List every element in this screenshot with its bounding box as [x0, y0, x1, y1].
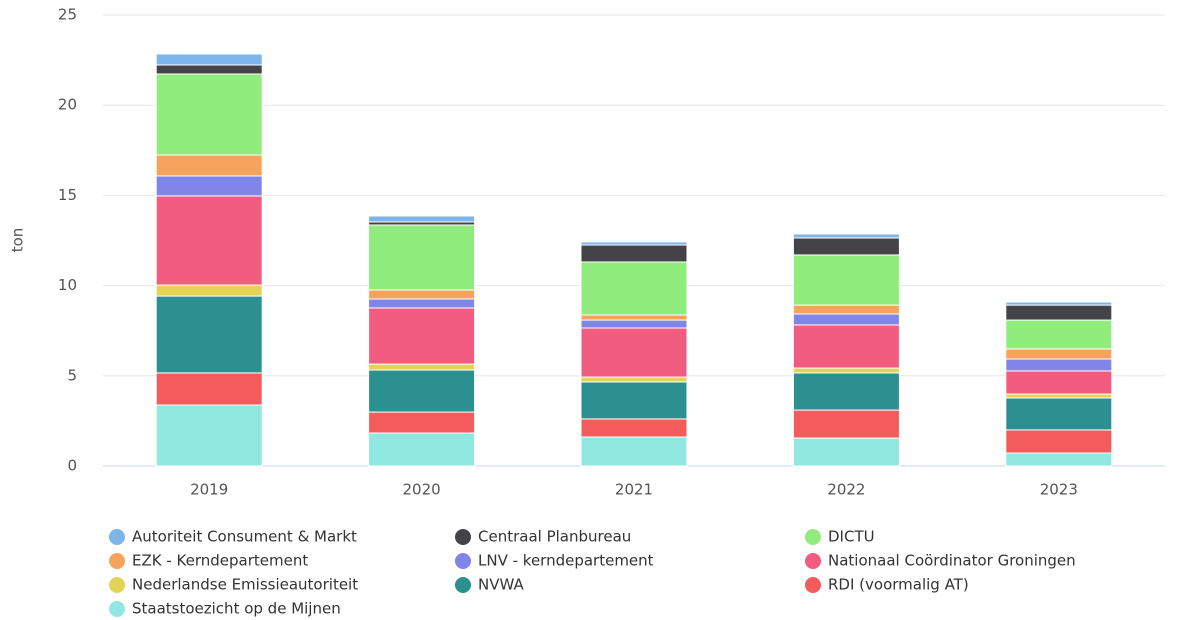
bar-segment	[155, 175, 263, 197]
legend-label: Nederlandse Emissieautoriteit	[132, 576, 358, 594]
bar-segment	[1005, 348, 1113, 360]
bar-segment	[368, 224, 476, 291]
bar-segment	[155, 154, 263, 177]
bar-segment	[792, 254, 900, 306]
bar-segment	[1005, 301, 1113, 306]
bar-segment	[580, 319, 688, 329]
bar-segment	[580, 381, 688, 420]
bar-segment	[792, 304, 900, 315]
bar-segment	[792, 367, 900, 374]
x-tick-label: 2021	[615, 481, 653, 499]
y-tick-label: 10	[58, 276, 77, 294]
bar-segment	[580, 314, 688, 321]
bar-segment	[368, 369, 476, 413]
bar-segment	[368, 215, 476, 223]
y-tick-label: 25	[58, 6, 77, 24]
legend-marker	[805, 577, 821, 593]
bar-segment	[1005, 304, 1113, 321]
x-tick-label: 2020	[403, 481, 441, 499]
bar-segment	[792, 324, 900, 369]
legend-label: EZK - Kerndepartement	[132, 552, 308, 570]
legend-marker	[805, 529, 821, 545]
bar-segment	[368, 411, 476, 434]
legend-label: RDI (voormalig AT)	[828, 576, 969, 594]
bar-segment	[1005, 393, 1113, 399]
legend-label: NVWA	[478, 576, 524, 594]
bar-segment	[368, 307, 476, 365]
legend-marker	[455, 529, 471, 545]
x-tick-label: 2023	[1040, 481, 1078, 499]
bar-segment	[1005, 319, 1113, 350]
y-tick-label: 15	[58, 186, 77, 204]
legend-label: Centraal Planbureau	[478, 528, 631, 546]
legend-label: Nationaal Coördinator Groningen	[828, 552, 1076, 570]
bar-segment	[155, 64, 263, 75]
legend-marker	[109, 553, 125, 569]
bar-segment	[155, 195, 263, 286]
y-tick-label: 0	[67, 457, 77, 475]
legend-marker	[805, 553, 821, 569]
bar-segment	[368, 289, 476, 300]
legend-label: Staatstoezicht op de Mijnen	[132, 600, 341, 618]
bar-segment	[1005, 370, 1113, 395]
bar-segment	[1005, 452, 1113, 467]
legend-marker	[109, 529, 125, 545]
legend-marker	[455, 553, 471, 569]
legend-marker	[109, 601, 125, 617]
y-tick-label: 20	[58, 96, 77, 114]
bar-segment	[792, 409, 900, 439]
bar-segment	[792, 233, 900, 239]
bar-segment	[792, 313, 900, 326]
legend-label: LNV - kerndepartement	[478, 552, 654, 570]
bar-segment	[580, 327, 688, 378]
legend-label: DICTU	[828, 528, 875, 546]
bar-segment	[155, 295, 263, 374]
legend-marker	[455, 577, 471, 593]
x-tick-label: 2022	[827, 481, 865, 499]
bar-segment	[580, 244, 688, 263]
legend-label: Autoriteit Consument & Markt	[132, 528, 357, 546]
bar-segment	[580, 436, 688, 467]
bar-segment	[580, 418, 688, 438]
bar-segment	[155, 284, 263, 297]
bar-segment	[368, 298, 476, 309]
bar-segment	[1005, 397, 1113, 431]
bar-segment	[368, 363, 476, 371]
bar-segment	[155, 372, 263, 406]
x-tick-label: 2019	[190, 481, 228, 499]
bar-segment	[792, 237, 900, 256]
bar-segment	[580, 376, 688, 383]
bar-segment	[1005, 429, 1113, 454]
bar-segment	[792, 437, 900, 467]
bar-segment	[155, 53, 263, 66]
bar-segment	[580, 261, 688, 316]
y-axis-label: ton	[9, 228, 27, 253]
bar-segment	[155, 73, 263, 156]
bar-segment	[1005, 358, 1113, 372]
legend-marker	[109, 577, 125, 593]
bar-segment	[580, 241, 688, 246]
bar-segment	[368, 432, 476, 467]
bar-segment	[792, 372, 900, 411]
bar-segment	[155, 404, 263, 467]
y-tick-label: 5	[67, 366, 77, 384]
